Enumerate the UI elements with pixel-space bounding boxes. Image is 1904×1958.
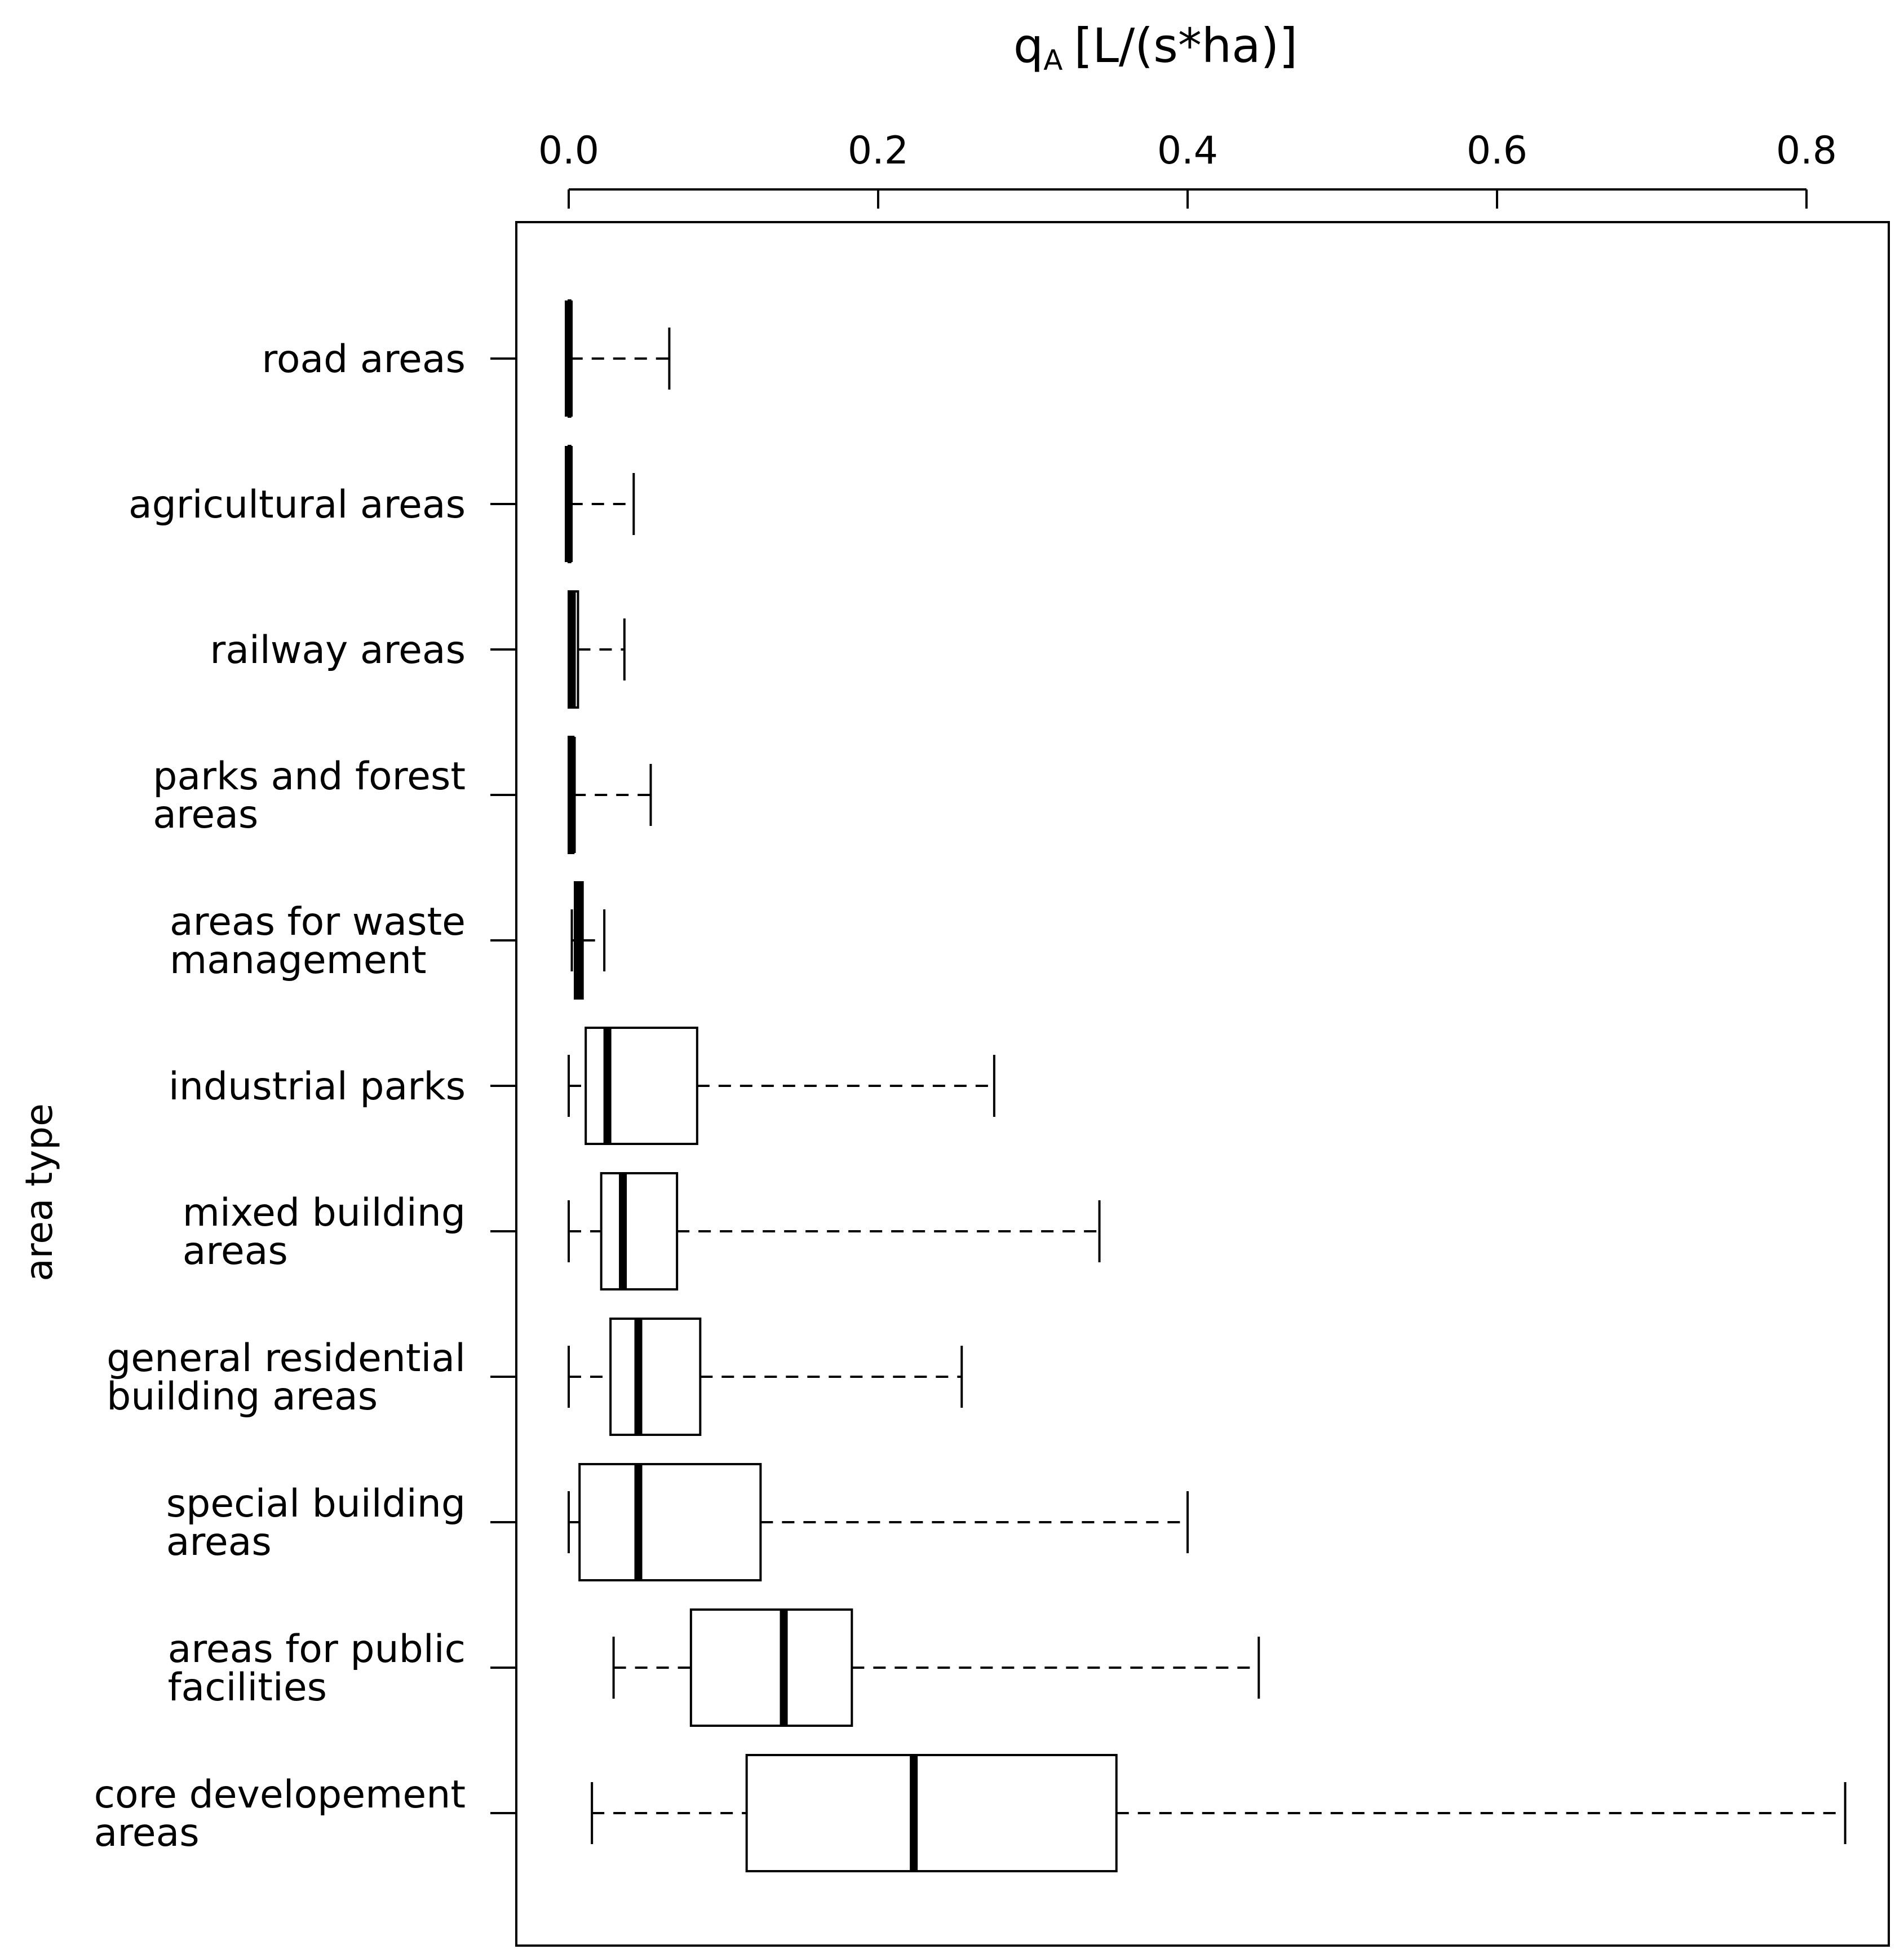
box-group	[568, 1463, 1189, 1581]
x-tick-label: 0.0	[538, 129, 599, 173]
category-label-line: parks and forest	[153, 754, 466, 799]
y-axis-title: area type	[17, 1103, 61, 1281]
box-group	[612, 1608, 1260, 1727]
box-group	[570, 881, 606, 1000]
x-axis-title: qA [L/(s*ha)]	[1013, 18, 1298, 77]
category-label-line: special building	[166, 1482, 466, 1526]
x-tick-label: 0.6	[1467, 129, 1527, 173]
iqr-box	[689, 1608, 853, 1727]
category-label-line: areas for waste	[170, 900, 466, 944]
box-group	[568, 736, 652, 854]
category-label-line: general residential	[107, 1336, 466, 1381]
box-group	[568, 1027, 995, 1145]
iqr-box	[585, 1027, 698, 1145]
x-axis-title-symbol: q	[1013, 18, 1043, 73]
category-label-line: areas	[94, 1811, 200, 1855]
category-label-line: building areas	[107, 1374, 378, 1419]
iqr-box	[745, 1754, 1118, 1872]
box-group	[565, 299, 671, 418]
x-tick-label: 0.4	[1157, 129, 1218, 173]
category-label-line: mixed building	[183, 1191, 466, 1235]
category-label-line: areas	[166, 1520, 272, 1564]
category-label-line: areas	[183, 1229, 288, 1274]
x-tick-label: 0.8	[1776, 129, 1837, 173]
box-group	[568, 1318, 963, 1436]
category-label-line: areas for public	[168, 1627, 466, 1672]
category-label: railway areas	[210, 628, 466, 673]
y-axis: road areas agricultural areas railway area…	[94, 337, 516, 1855]
iqr-box	[609, 1318, 702, 1436]
box-group	[591, 1754, 1847, 1872]
iqr-box	[578, 1463, 762, 1581]
category-label: road areas	[262, 337, 466, 382]
box-group	[568, 590, 626, 709]
x-axis-title-subscript: A	[1043, 44, 1062, 77]
plot-frame	[515, 221, 1890, 1947]
box-group	[565, 445, 635, 563]
category-label-line: facilities	[168, 1665, 327, 1710]
category-label-line: management	[170, 938, 427, 983]
category-label: agricultural areas	[129, 483, 466, 527]
iqr-box	[600, 1172, 679, 1290]
x-axis: 0.0 0.2 0.4 0.6 0.8	[538, 129, 1837, 209]
category-label: industrial parks	[169, 1064, 466, 1109]
category-label-line: core developement	[94, 1773, 466, 1817]
category-label-line: areas	[153, 793, 258, 837]
boxes	[565, 299, 1847, 1872]
x-axis-title-unit: [L/(s*ha)]	[1074, 18, 1298, 73]
x-tick-label: 0.2	[848, 129, 909, 173]
box-group	[568, 1172, 1101, 1290]
